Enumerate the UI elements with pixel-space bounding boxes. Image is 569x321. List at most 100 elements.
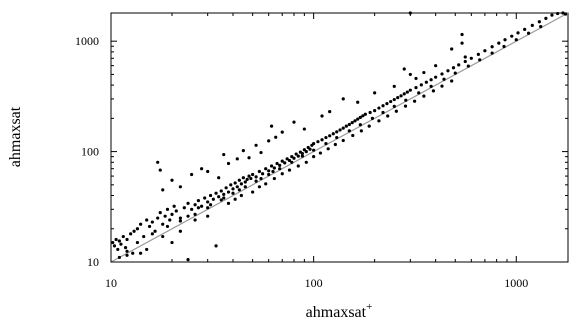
- data-point: [179, 219, 182, 222]
- data-point: [301, 155, 304, 158]
- data-point: [303, 127, 306, 130]
- data-point: [404, 99, 407, 102]
- data-point: [305, 150, 308, 153]
- data-point: [368, 125, 371, 128]
- data-point: [227, 190, 230, 193]
- data-point: [111, 241, 114, 244]
- data-point: [131, 252, 134, 255]
- data-point: [212, 198, 215, 201]
- data-point: [159, 168, 162, 171]
- data-point: [414, 86, 417, 89]
- data-point: [209, 194, 212, 197]
- data-point: [254, 175, 257, 178]
- data-point: [434, 76, 437, 79]
- data-point: [229, 183, 232, 186]
- data-point: [297, 155, 300, 158]
- data-point: [454, 72, 457, 75]
- data-point: [236, 185, 239, 188]
- data-point: [409, 73, 412, 76]
- data-point: [225, 186, 228, 189]
- data-point: [292, 157, 295, 160]
- data-point: [292, 120, 295, 123]
- data-point: [116, 248, 119, 251]
- data-point: [136, 227, 139, 230]
- data-point: [273, 177, 276, 180]
- data-point: [125, 254, 128, 257]
- data-point: [166, 208, 169, 211]
- data-point: [320, 114, 323, 117]
- data-point: [356, 101, 359, 104]
- data-point: [564, 12, 567, 15]
- data-point: [478, 58, 481, 61]
- data-point: [278, 164, 281, 167]
- data-point: [464, 55, 467, 58]
- data-point: [247, 156, 250, 159]
- data-point: [338, 128, 341, 131]
- data-point: [312, 155, 315, 158]
- data-point: [399, 94, 402, 97]
- data-point: [381, 104, 384, 107]
- data-point: [281, 131, 284, 134]
- data-point: [214, 244, 217, 247]
- data-point: [251, 190, 254, 193]
- data-point: [161, 188, 164, 191]
- data-point: [240, 182, 243, 185]
- data-point: [527, 32, 530, 35]
- data-point: [251, 173, 254, 176]
- data-point: [183, 206, 186, 209]
- data-point: [179, 230, 182, 233]
- data-point: [434, 64, 437, 67]
- data-point: [267, 169, 270, 172]
- data-point: [342, 139, 345, 142]
- data-point: [267, 139, 270, 142]
- data-point: [156, 161, 159, 164]
- data-point: [497, 42, 500, 45]
- data-point: [206, 170, 209, 173]
- data-point: [190, 173, 193, 176]
- data-point: [270, 125, 273, 128]
- data-point: [203, 196, 206, 199]
- data-point: [550, 14, 553, 17]
- data-point: [539, 25, 542, 28]
- data-point: [161, 223, 164, 226]
- data-point: [389, 100, 392, 103]
- data-point: [503, 38, 506, 41]
- data-point: [259, 177, 262, 180]
- data-point: [413, 100, 416, 103]
- data-point: [290, 161, 293, 164]
- x-tick-label: 100: [305, 276, 323, 290]
- data-point: [170, 179, 173, 182]
- data-point: [422, 95, 425, 98]
- data-point: [386, 114, 389, 117]
- data-point: [118, 256, 121, 259]
- data-point: [264, 167, 267, 170]
- data-point: [328, 134, 331, 137]
- data-point: [206, 206, 209, 209]
- data-point: [430, 85, 433, 88]
- data-point: [334, 143, 337, 146]
- data-point: [113, 244, 116, 247]
- data-point: [360, 129, 363, 132]
- data-point: [170, 241, 173, 244]
- data-point: [139, 252, 142, 255]
- data-point: [217, 176, 220, 179]
- data-point: [234, 198, 237, 201]
- data-point: [115, 238, 118, 241]
- data-point: [544, 17, 547, 20]
- data-point: [240, 194, 243, 197]
- data-point: [464, 60, 467, 63]
- data-point: [342, 127, 345, 130]
- data-point: [206, 200, 209, 203]
- data-point: [275, 162, 278, 165]
- data-point: [173, 205, 176, 208]
- data-point: [364, 113, 367, 116]
- data-point: [335, 136, 338, 139]
- x-tick-label: 1000: [504, 276, 528, 290]
- data-point: [450, 79, 453, 82]
- data-point: [342, 97, 345, 100]
- data-point: [258, 170, 261, 173]
- data-point: [440, 72, 443, 75]
- x-tick-label: 10: [105, 276, 117, 290]
- data-point: [254, 144, 257, 147]
- data-point: [246, 178, 249, 181]
